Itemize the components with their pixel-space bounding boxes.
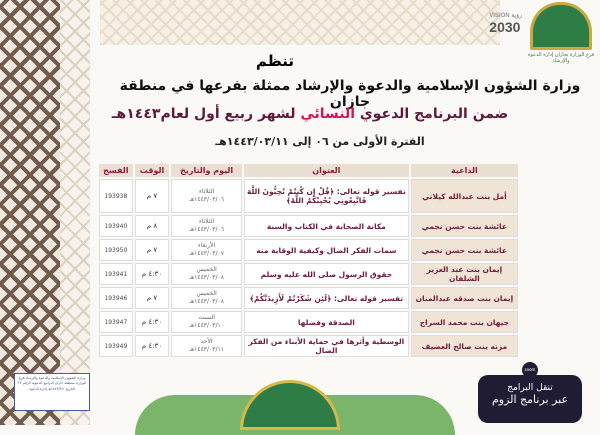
period-text: الفترة الأولى من ٠٦ إلى ١٤٤٣/٠٣/١١هـ [215,135,425,148]
table-row: إيمان بنت عبد العزيز الشلفان حقوق الرسول… [99,263,518,285]
table-row: إيمان بنت صدقه عبدالمنان تفسير قوله تعال… [99,287,518,309]
caller-cell: مزنه بنت صالح العضيف [410,335,518,357]
caller-cell: جيهان بنت محمد السراج [410,311,518,333]
caller-cell: عائشة بنت حسن نجمي [410,239,518,261]
caller-cell: أمل بنت عبدالله كيلاني [410,179,518,213]
table-row: أمل بنت عبدالله كيلاني تفسير قوله تعالى:… [99,179,518,213]
side-pattern-light [60,0,90,425]
caller-cell: إيمان بنت صدقه عبدالمنان [410,287,518,309]
day: الخميس [196,266,217,274]
date-cell: الأربعاء ١٤٤٣/٠٣/٠٧هـ [171,239,242,261]
day: الثلاثاء [198,188,215,196]
day: الثلاثاء [198,218,215,226]
program-highlight: النسائي [300,106,356,122]
code-cell: 193940 [99,215,133,237]
side-pattern [0,0,60,425]
date-cell: الأحد ١٤٤٣/٠٣/١١هـ [171,335,242,357]
col-header-code: الفسح [99,164,133,177]
time-cell: ٧ م [134,239,170,261]
topic-cell: تفسير قوله تعالى: ﴿لَئِن شَكَرْتُمْ لَأَ… [243,287,409,309]
date-cell: الخميس ١٤٤٣/٠٣/٠٨هـ [171,287,242,309]
time-cell: ٤:٣٠ م [134,335,170,357]
vision-2030-logo: VISION رؤية 2030 [489,12,522,35]
topic-cell: الصدقة وفضلها [243,311,409,333]
code-cell: 193938 [99,179,133,213]
schedule-table: الداعية العنوان اليوم والتاريخ الوقت الف… [97,162,520,359]
date: ١٤٤٣/٠٣/٠٦هـ [189,196,224,203]
ministry-heading: وزارة الشؤون الإسلامية والدعوة والإرشاد … [119,78,581,110]
caller-cell: إيمان بنت عبد العزيز الشلفان [410,263,518,285]
vision-year: 2030 [489,19,521,35]
table-row: مزنه بنت صالح العضيف الوسطية وأثرها في ح… [99,335,518,357]
table-row: عائشة بنت حسن نجمي مكانة الصحابة في الكت… [99,215,518,237]
code-cell: 193941 [99,263,133,285]
code-cell: 193946 [99,287,133,309]
time-cell: ٤:٣٠ م [134,263,170,285]
organizes-heading: تنظم [255,52,295,70]
time-cell: ٨ م [134,215,170,237]
date: ١٤٤٣/٠٣/٠٨هـ [189,298,224,305]
zoom-badge: تنقل البرامج عبر برنامج الزوم [478,375,582,423]
time-cell: ٧ م [134,287,170,309]
zoom-icon: zoom [522,362,538,378]
time-cell: ٧ م [134,179,170,213]
date-cell: الثلاثاء ١٤٤٣/٠٣/٠٦هـ [171,179,242,213]
caller-cell: عائشة بنت حسن نجمي [410,215,518,237]
date: ١٤٤٣/٠٣/١٠هـ [189,322,224,329]
date: ١٤٤٣/٠٣/١١هـ [189,346,224,353]
table-row: عائشة بنت حسن نجمي سمات الفكر الضال وكيف… [99,239,518,261]
date-cell: الخميس ١٤٤٣/٠٣/٠٨هـ [171,263,242,285]
topic-cell: حقوق الرسول صلى الله عليه وسلم [243,263,409,285]
day: الأحد [200,338,213,346]
zoom-line1: تنقل البرامج [507,383,553,393]
topic-cell: مكانة الصحابة في الكتاب والسنة [243,215,409,237]
date: ١٤٤٣/٠٣/٠٧هـ [189,250,224,257]
col-header-caller: الداعية [410,164,518,177]
vision-label: VISION رؤية [489,13,522,19]
day: الخميس [196,290,217,298]
date: ١٤٤٣/٠٣/٠٨هـ [189,274,224,281]
topic-cell: سمات الفكر الضال وكيفية الوقاية منه [243,239,409,261]
code-cell: 193949 [99,335,133,357]
ministry-logo [530,2,592,50]
day: الأربعاء [198,242,216,250]
topic-cell: الوسطية وأثرها في حماية الأبناء من الفكر… [243,335,409,357]
day: السبت [198,314,215,322]
col-header-date: اليوم والتاريخ [171,164,242,177]
time-cell: ٤:٣٠ م [134,311,170,333]
topic-cell: تفسير قوله تعالى: ﴿قُلْ إِن كُنتُمْ تُحِ… [243,179,409,213]
footer-mosque-logo [240,380,340,430]
zoom-line2: عبر برنامج الزوم [491,393,569,406]
logo-caption: فرع الوزارة بجازان إدارة الدعوة والإرشاد [527,52,595,64]
official-stamp: وزارة الشؤون الإسلامية والدعوة والإرشاد … [14,373,90,411]
date: ١٤٤٣/٠٣/٠٦هـ [189,226,224,233]
date-cell: السبت ١٤٤٣/٠٣/١٠هـ [171,311,242,333]
top-pattern-band [100,0,500,45]
code-cell: 193950 [99,239,133,261]
col-header-topic: العنوان [243,164,409,177]
program-text: ضمن البرنامج الدعوي [355,106,509,122]
col-header-time: الوقت [134,164,170,177]
table-row: جيهان بنت محمد السراج الصدقة وفضلها السب… [99,311,518,333]
code-cell: 193947 [99,311,133,333]
program-heading: ضمن البرنامج الدعوي النسائي لشهر ربيع أو… [100,106,520,122]
program-year: لشهر ربيع أول لعام١٤٤٣هـ [111,106,301,122]
date-cell: الثلاثاء ١٤٤٣/٠٣/٠٦هـ [171,215,242,237]
